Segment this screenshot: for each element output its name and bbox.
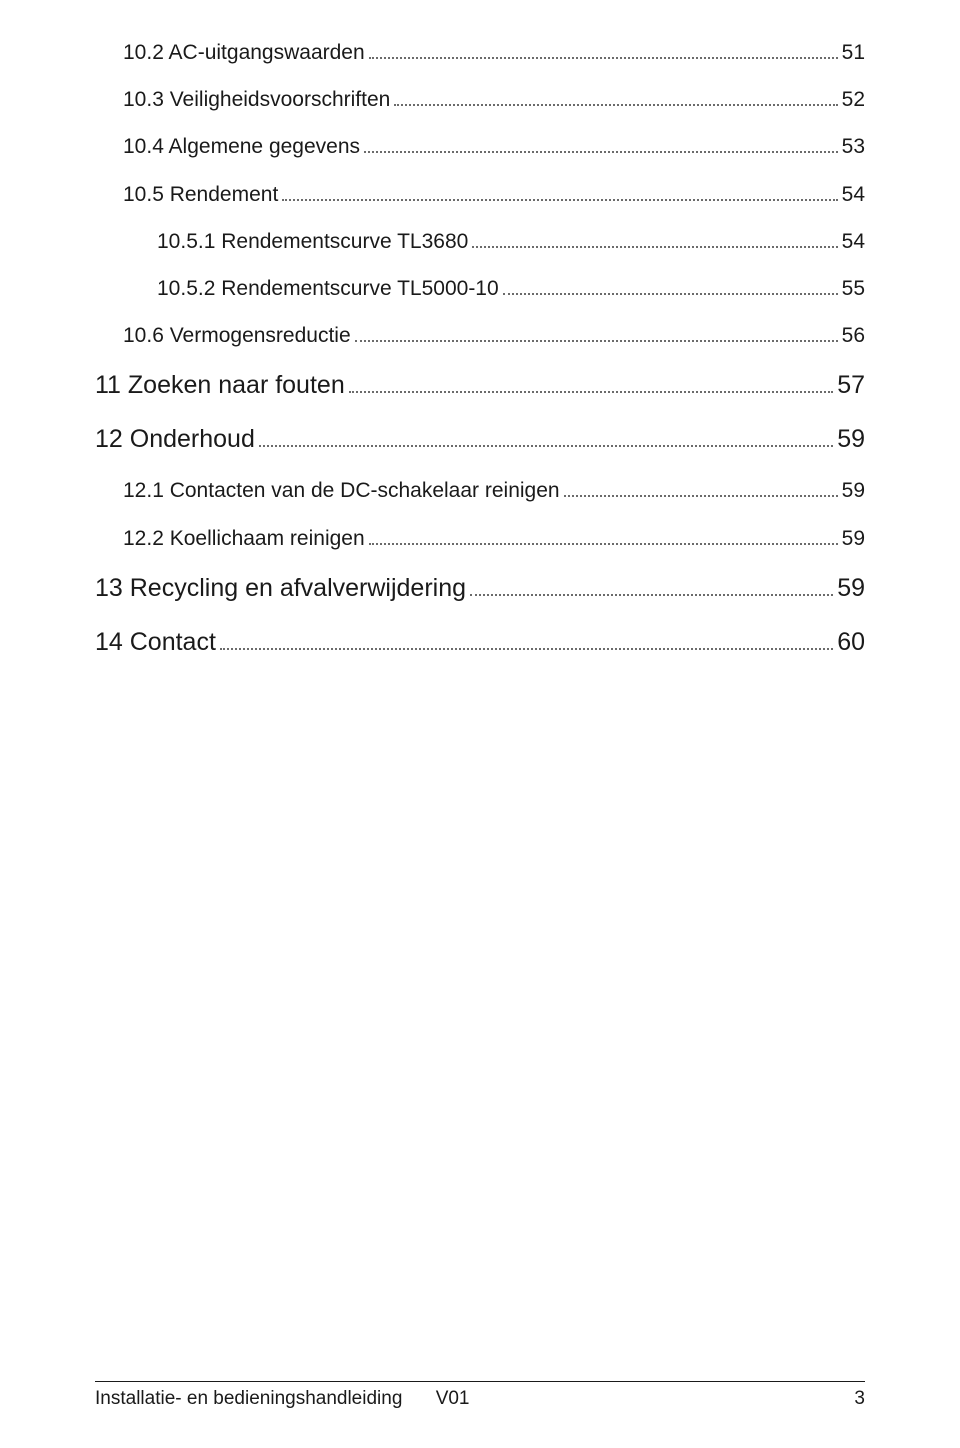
footer-page-number: 3 [854, 1388, 865, 1410]
toc-entry-label: 12.1 Contacten van de DC-schakelaar rein… [123, 478, 560, 503]
toc-leader-dots [470, 573, 833, 596]
toc-entry-label: 10.6 Vermogensreductie [123, 323, 351, 348]
toc-leader-dots [349, 371, 833, 394]
toc-leader-dots [394, 87, 837, 106]
toc-entry-page: 59 [842, 478, 865, 503]
footer-left-group: Installatie- en bedieningshandleiding V0… [95, 1388, 470, 1410]
toc-entry: 10.5 Rendement 54 [95, 182, 865, 207]
toc-entry: 10.3 Veiligheidsvoorschriften 52 [95, 87, 865, 112]
toc-entry-page: 57 [837, 370, 865, 400]
toc-entry: 11 Zoeken naar fouten 57 [95, 370, 865, 400]
toc-entry-label: 14 Contact [95, 627, 216, 657]
toc-leader-dots [503, 276, 838, 295]
footer-version: V01 [436, 1388, 470, 1409]
toc-entry-page: 60 [837, 627, 865, 657]
toc-entry: 10.4 Algemene gegevens 53 [95, 134, 865, 159]
toc-entry-label: 12 Onderhoud [95, 424, 255, 454]
toc-entry-page: 54 [842, 229, 865, 254]
toc-entry: 12 Onderhoud 59 [95, 424, 865, 454]
footer-line: Installatie- en bedieningshandleiding V0… [95, 1388, 865, 1410]
toc-entry-label: 13 Recycling en afvalverwijdering [95, 573, 466, 603]
toc-leader-dots [282, 182, 837, 201]
toc-entry-page: 59 [837, 424, 865, 454]
toc-leader-dots [369, 526, 838, 545]
toc-entry: 10.5.2 Rendementscurve TL5000-10 55 [95, 276, 865, 301]
toc-entry-page: 59 [842, 526, 865, 551]
table-of-contents: 10.2 AC-uitgangswaarden 51 10.3 Veiligheid… [95, 40, 865, 657]
toc-entry: 13 Recycling en afvalverwijdering 59 [95, 573, 865, 603]
toc-entry-label: 10.5 Rendement [123, 182, 278, 207]
toc-entry-label: 11 Zoeken naar fouten [95, 370, 345, 400]
toc-entry-page: 56 [842, 323, 865, 348]
page-footer: Installatie- en bedieningshandleiding V0… [95, 1381, 865, 1410]
document-page: 10.2 AC-uitgangswaarden 51 10.3 Veiligheid… [0, 0, 960, 1448]
toc-leader-dots [259, 425, 833, 448]
toc-entry-page: 59 [837, 573, 865, 603]
toc-leader-dots [355, 323, 838, 342]
toc-entry: 12.2 Koellichaam reinigen 59 [95, 526, 865, 551]
toc-leader-dots [369, 40, 838, 59]
toc-entry-label: 10.5.2 Rendementscurve TL5000-10 [157, 276, 499, 301]
toc-leader-dots [564, 478, 838, 497]
footer-divider [95, 1381, 865, 1382]
toc-entry-label: 10.2 AC-uitgangswaarden [123, 40, 365, 65]
toc-leader-dots [472, 229, 837, 248]
toc-entry: 10.6 Vermogensreductie 56 [95, 323, 865, 348]
toc-entry: 14 Contact 60 [95, 627, 865, 657]
toc-entry-page: 55 [842, 276, 865, 301]
toc-entry: 10.2 AC-uitgangswaarden 51 [95, 40, 865, 65]
toc-entry-page: 51 [842, 40, 865, 65]
toc-leader-dots [364, 134, 838, 153]
toc-entry-page: 54 [842, 182, 865, 207]
footer-title: Installatie- en bedieningshandleiding [95, 1388, 402, 1409]
toc-entry-label: 10.5.1 Rendementscurve TL3680 [157, 229, 468, 254]
toc-entry-label: 10.3 Veiligheidsvoorschriften [123, 87, 390, 112]
toc-entry: 12.1 Contacten van de DC-schakelaar rein… [95, 478, 865, 503]
toc-entry-label: 10.4 Algemene gegevens [123, 134, 360, 159]
toc-leader-dots [220, 627, 833, 650]
toc-entry: 10.5.1 Rendementscurve TL3680 54 [95, 229, 865, 254]
toc-entry-page: 53 [842, 134, 865, 159]
toc-entry-label: 12.2 Koellichaam reinigen [123, 526, 365, 551]
toc-entry-page: 52 [842, 87, 865, 112]
